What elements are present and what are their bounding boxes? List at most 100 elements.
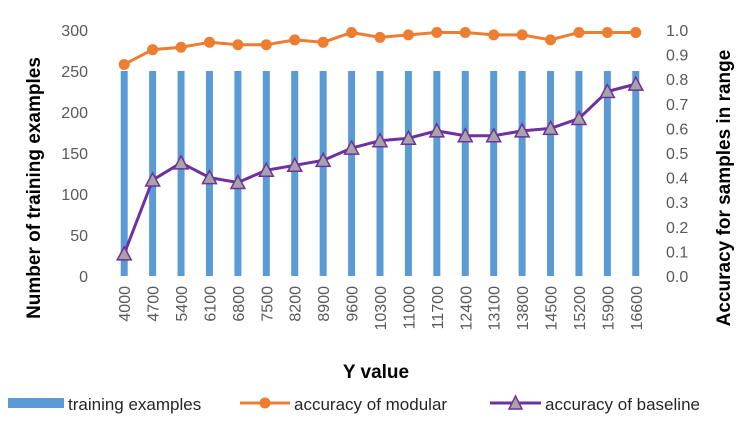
x-tick-8200: 8200	[288, 286, 305, 322]
legend: training examples accuracy of modular ac…	[8, 394, 700, 414]
x-axis-title: Y value	[343, 362, 409, 383]
x-tick-5400: 5400	[174, 286, 191, 322]
bar-15200	[575, 71, 583, 276]
bar-8900	[319, 71, 327, 276]
x-tick-11700: 11700	[430, 286, 447, 329]
legend-swatch-training-examples	[8, 398, 64, 408]
point-modular-11700	[431, 26, 443, 38]
point-baseline-11700	[428, 122, 446, 138]
left-y-tick-50: 50	[70, 228, 88, 245]
bar-13100	[490, 71, 498, 276]
x-tick-12400: 12400	[458, 286, 475, 331]
point-modular-15900	[601, 26, 613, 38]
right-y-tick-0.9: 0.9	[666, 48, 688, 65]
left-y-tick-200: 200	[61, 105, 88, 122]
point-modular-6100	[203, 36, 215, 48]
right-y-tick-0.2: 0.2	[666, 220, 688, 237]
bar-10300	[376, 71, 384, 276]
right-y-tick-1.0: 1.0	[666, 23, 688, 40]
point-modular-7500	[260, 39, 272, 51]
x-tick-15900: 15900	[600, 286, 617, 331]
point-modular-11000	[402, 29, 414, 41]
legend-label-training-examples: training examples	[68, 395, 201, 414]
point-modular-9600	[346, 26, 358, 38]
left-y-tick-0: 0	[79, 269, 88, 286]
bar-13800	[518, 71, 526, 276]
x-axis-ticks: 4000 4700 5400 6100 6800 7500 8200 8900 9600 1030…	[117, 286, 646, 331]
point-modular-8900	[317, 36, 329, 48]
bar-4000	[120, 71, 128, 276]
point-baseline-13100	[485, 127, 502, 143]
bar-5400	[177, 71, 185, 276]
bar-16600	[632, 71, 640, 276]
left-y-axis-ticks: 0 50 100 150 200 250 300	[61, 23, 88, 286]
point-baseline-4700	[144, 171, 161, 187]
point-baseline-6800	[229, 173, 247, 190]
bar-14500	[547, 71, 555, 276]
x-tick-16600: 16600	[629, 286, 646, 331]
legend-label-accuracy-baseline: accuracy of baseline	[545, 395, 700, 414]
x-tick-9600: 9600	[345, 286, 362, 322]
right-y-tick-0.0: 0.0	[666, 269, 688, 286]
y-axis-right-title: Accuracy for samples in range	[714, 50, 735, 327]
point-baseline-10300	[371, 132, 389, 148]
left-y-tick-250: 250	[61, 64, 88, 81]
right-y-tick-0.4: 0.4	[666, 171, 688, 188]
point-baseline-5400	[172, 154, 190, 170]
x-tick-6800: 6800	[231, 286, 248, 322]
legend-swatch-accuracy-modular-marker	[259, 397, 271, 409]
point-modular-5400	[175, 41, 187, 53]
point-modular-8200	[289, 34, 301, 46]
point-modular-13100	[488, 29, 500, 41]
point-modular-13800	[516, 29, 528, 41]
right-y-axis-ticks: 0.0 0.1 0.2 0.3 0.4 0.5 0.6 0.7 0.8 0.9 1.0	[666, 23, 688, 286]
x-tick-13800: 13800	[515, 286, 532, 331]
x-tick-13100: 13100	[487, 286, 504, 331]
right-y-tick-0.1: 0.1	[666, 244, 688, 261]
left-y-tick-100: 100	[61, 187, 88, 204]
line-series-group	[115, 26, 645, 261]
y-axis-left-title: Number of training examples	[24, 57, 45, 319]
x-tick-4700: 4700	[146, 286, 163, 322]
point-baseline-15900	[599, 82, 616, 99]
x-tick-6100: 6100	[202, 286, 219, 322]
legend-swatch-accuracy-baseline-marker	[507, 394, 524, 410]
point-modular-4000	[118, 58, 130, 70]
bar-12400	[461, 71, 469, 276]
right-y-tick-0.5: 0.5	[666, 146, 688, 163]
point-baseline-4000	[115, 245, 133, 261]
point-modular-6800	[232, 39, 244, 51]
point-modular-16600	[630, 26, 642, 38]
point-baseline-6100	[201, 169, 218, 185]
point-modular-10300	[374, 31, 386, 43]
point-baseline-13800	[513, 122, 531, 138]
right-y-tick-0.8: 0.8	[666, 72, 688, 89]
bar-9600	[348, 71, 356, 276]
x-tick-14500: 14500	[544, 286, 561, 331]
point-baseline-15200	[570, 109, 588, 126]
point-modular-12400	[459, 26, 471, 38]
point-baseline-11000	[400, 129, 417, 145]
right-y-tick-0.7: 0.7	[666, 97, 688, 114]
x-tick-4000: 4000	[117, 286, 134, 322]
right-y-tick-0.3: 0.3	[666, 195, 688, 212]
point-modular-14500	[545, 34, 557, 46]
x-tick-15200: 15200	[572, 286, 589, 331]
point-baseline-8900	[314, 151, 332, 168]
bar-11000	[404, 71, 412, 276]
point-baseline-9600	[343, 139, 360, 155]
bar-8200	[291, 71, 299, 276]
left-y-tick-150: 150	[61, 146, 88, 163]
x-tick-7500: 7500	[259, 286, 276, 322]
point-baseline-7500	[258, 161, 275, 177]
point-baseline-14500	[542, 119, 559, 136]
bar-6800	[234, 71, 242, 276]
x-tick-8900: 8900	[316, 286, 333, 322]
point-modular-15200	[573, 26, 585, 38]
bar-15900	[603, 71, 611, 276]
left-y-tick-300: 300	[61, 23, 88, 40]
point-modular-4700	[147, 44, 159, 56]
point-baseline-16600	[627, 75, 645, 91]
